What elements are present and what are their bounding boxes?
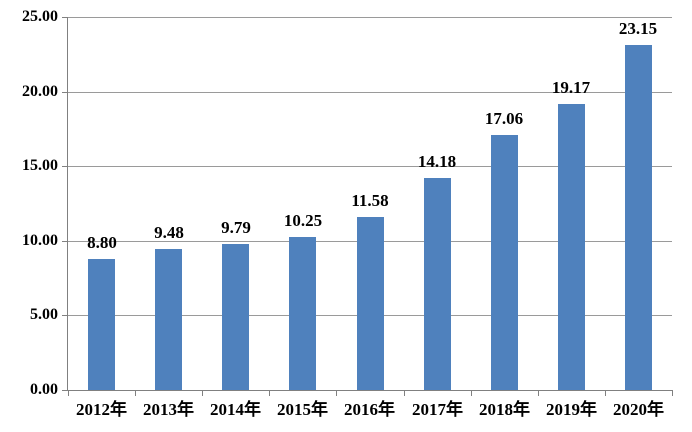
bar-value-label: 17.06 — [484, 109, 524, 128]
x-axis-line — [67, 390, 673, 391]
bar-value-label: 8.80 — [87, 233, 117, 252]
y-axis-tick-label: 0.00 — [30, 381, 58, 398]
x-axis-tick — [202, 391, 204, 396]
bar — [357, 217, 384, 390]
y-axis-tick-label: 15.00 — [22, 157, 58, 175]
y-axis-tick — [62, 166, 68, 168]
gridline — [68, 17, 672, 18]
x-axis-category-label: 2016年 — [344, 400, 395, 419]
gridline — [68, 91, 672, 93]
x-axis-tick — [672, 391, 673, 396]
x-axis-tick — [269, 391, 271, 396]
y-axis-tick — [62, 91, 68, 93]
x-axis-category-label: 2012年 — [76, 400, 127, 419]
bar-value-label: 10.25 — [283, 211, 323, 230]
bar — [558, 104, 585, 390]
bar — [491, 135, 518, 390]
bar-value-label: 11.58 — [351, 191, 389, 210]
bar — [88, 259, 115, 390]
x-axis-tick — [135, 391, 137, 396]
x-axis-tick — [470, 391, 472, 396]
y-axis-tick-label: 20.00 — [22, 82, 58, 100]
bar — [289, 237, 316, 390]
bar-value-label: 23.15 — [618, 19, 658, 38]
x-axis-category-label: 2015年 — [277, 400, 328, 419]
bar-value-label: 9.48 — [154, 223, 184, 242]
y-axis-tick — [62, 17, 68, 18]
bar — [155, 249, 182, 390]
y-axis-tick-label: 5.00 — [30, 306, 58, 324]
x-axis-category-label: 2014年 — [210, 400, 261, 419]
x-axis-category-label: 2020年 — [613, 400, 664, 419]
y-axis-line — [67, 17, 68, 391]
x-axis-category-label: 2019年 — [546, 400, 597, 419]
x-axis-category-label: 2018年 — [479, 400, 530, 419]
y-axis-tick — [62, 315, 68, 317]
bar-value-label: 19.17 — [551, 78, 591, 97]
y-axis-tick — [62, 390, 68, 391]
x-axis-category-label: 2013年 — [143, 400, 194, 419]
y-axis-tick-label: 25.00 — [22, 8, 58, 25]
plot-area — [68, 17, 672, 390]
bar — [625, 45, 652, 390]
bar-value-label: 9.79 — [221, 218, 251, 237]
x-axis-tick — [68, 391, 69, 396]
x-axis-tick — [537, 391, 539, 396]
x-axis-tick — [604, 391, 606, 396]
bar — [424, 178, 451, 390]
x-axis-category-label: 2017年 — [412, 400, 463, 419]
x-axis-tick — [336, 391, 338, 396]
bar — [222, 244, 249, 390]
x-axis-tick — [403, 391, 405, 396]
bar-value-label: 14.18 — [417, 152, 457, 171]
gridline — [68, 166, 672, 168]
y-axis-tick — [62, 240, 68, 242]
y-axis-tick-label: 10.00 — [22, 231, 58, 249]
